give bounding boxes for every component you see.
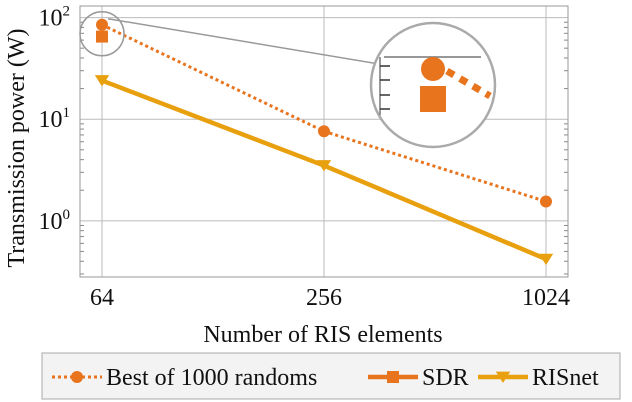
y-tick-label: 102	[39, 4, 71, 32]
x-tick-label: 64	[90, 285, 114, 311]
data-point	[94, 75, 110, 87]
series-layer	[94, 18, 554, 266]
y-axis-title: Transmission power (W)	[4, 28, 30, 267]
data-point	[318, 125, 330, 138]
x-tick-label: 1024	[522, 285, 570, 311]
data-point	[540, 195, 552, 208]
legend-label: Best of 1000 randoms	[106, 365, 317, 391]
x-tick-label: 256	[306, 285, 342, 311]
y-tick-label: 100	[39, 207, 71, 235]
data-point	[96, 30, 108, 43]
zoom-source-circle	[79, 11, 125, 57]
x-tick-labels: 64 256 1024	[90, 285, 570, 311]
zoom-lens	[369, 21, 497, 149]
legend-marker	[387, 371, 399, 383]
zoom-connector	[107, 18, 386, 66]
data-point	[316, 160, 332, 172]
y-tick-label: 101	[39, 105, 71, 133]
zoom-point-sdr	[420, 86, 446, 112]
legend-marker	[71, 371, 83, 383]
y-tick-labels: 102 101 100	[39, 4, 71, 235]
legend-label: RISnet	[532, 365, 599, 391]
plot-frame	[79, 5, 569, 278]
data-point	[538, 253, 554, 266]
x-axis-title: Number of RIS elements	[203, 322, 442, 348]
data-point	[96, 18, 108, 31]
legend-marker	[495, 371, 511, 383]
zoom-inset	[79, 11, 497, 149]
legend-label: SDR	[422, 365, 469, 391]
legend: Best of 1000 randoms SDR RISnet	[41, 352, 621, 400]
zoom-point-best-random	[421, 57, 445, 81]
grid	[80, 6, 568, 277]
